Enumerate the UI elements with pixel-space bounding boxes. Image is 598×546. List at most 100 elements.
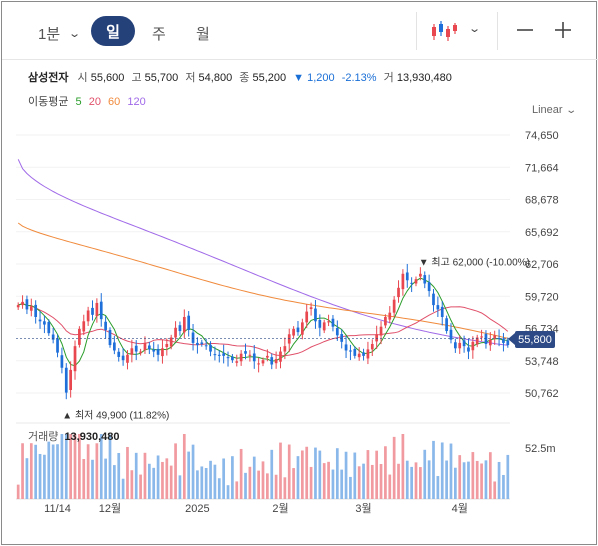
candle-body [29,306,33,311]
candle-body [506,340,510,346]
volume-bar [366,450,370,499]
change-percent: -2.13% [341,72,377,84]
volume-bar [121,478,125,499]
candle-body [38,319,42,322]
volume-bar [314,447,317,499]
volume-bar [349,476,352,499]
low-value: 54,800 [198,72,233,84]
candle-body [156,348,160,355]
volume-bar [165,458,169,499]
volume-bar [34,444,38,499]
candle-body [209,344,212,352]
candle-body [318,320,322,328]
volume-bar [423,449,427,499]
candle-body [86,310,90,322]
volume-bar [392,436,396,499]
candle-body [344,344,348,351]
scale-label: Linear [532,104,563,116]
zoom-out-button[interactable] [514,18,536,42]
volume-bar [252,456,256,499]
volume-bar [169,465,173,499]
high-label: 고 [131,72,142,84]
volume-bar [362,463,365,499]
moving-average-legend[interactable]: 이동평균 5 20 60 120 [28,93,150,109]
timeframe-week-button[interactable]: 주 [152,26,166,43]
candle-body [161,348,164,357]
volume-bar [143,452,147,499]
timeframe-month-button[interactable]: 월 [196,26,210,43]
timeframe-day-button[interactable]: 일 [91,16,135,46]
candle-body [139,351,142,353]
volume-bar [47,441,51,499]
candle-body [436,305,440,310]
volume-bar [56,444,59,499]
candle-body [91,307,94,315]
candle-body [410,282,413,284]
candle-body [64,367,68,393]
volume-bar [248,466,252,499]
candle-body [126,354,129,363]
candle-body [51,334,55,340]
candle-body [174,327,177,338]
candle-body [314,308,317,322]
volume-bar [296,456,300,499]
candle-body [231,356,234,361]
volume-bar [174,443,177,499]
scale-select[interactable]: Linear ⌄ [532,104,577,116]
candle-body [296,327,300,333]
candle-body [182,316,186,333]
ma-120-line [17,159,508,346]
volume-bar [279,442,282,499]
volume-bar [318,450,322,499]
candle-body [187,315,191,330]
high-annotation: ▼ 최고 62,000 (-10.00%) [419,257,530,269]
volume-panel-title: 거래량 [28,431,59,443]
volume-bar [270,449,274,499]
candle-body [405,272,409,281]
candle-body [270,357,274,365]
volume-bar [327,461,330,499]
volume-bar [187,451,191,499]
candle-body [480,336,483,338]
volume-bar [156,455,160,499]
candlestick-icon[interactable] [430,20,458,42]
volume-bar [25,458,29,499]
candle-body [261,360,265,364]
volume-bar [64,434,68,499]
candle-body [196,342,199,346]
volume-bar [436,476,440,499]
candle-body [300,322,304,335]
volume-bar [16,484,20,499]
y-axis-tick-label: 53,748 [525,356,559,368]
timeframe-minute-label: 1분 [38,26,61,43]
ma-5-label: 5 [75,96,82,108]
volume-bar [147,463,151,499]
candle-body [200,342,204,344]
current-price-badge: 55,800 [508,331,555,348]
zoom-in-button[interactable] [551,18,575,42]
candle-body [427,282,431,292]
candle-body [349,350,352,352]
candle-body [462,340,466,347]
volume-bar [480,463,483,499]
volume-bar [449,443,453,499]
candle-body [488,339,492,346]
price-chart[interactable]: 74,65071,66468,67865,69262,70659,72056,7… [2,120,598,520]
chart-type-chevron-icon[interactable]: ⌄ [468,23,482,35]
moving-average-label: 이동평균 [28,96,69,108]
volume-panel-label: 거래량 13,930,480 [28,428,120,444]
candle-body [432,293,435,306]
ma-60-label: 60 [108,96,121,108]
volume-bar [405,460,409,499]
candle-body [453,342,457,349]
candle-body [73,346,77,372]
candle-body [104,321,107,330]
volume-bar [196,470,199,499]
candle-body [388,312,392,320]
candle-body [99,301,103,320]
volume-bar [305,446,309,499]
candle-body [309,307,313,309]
candle-body [379,326,383,336]
timeframe-minute-select[interactable]: 1분 ⌄ [38,23,81,44]
candle-body [322,322,326,331]
